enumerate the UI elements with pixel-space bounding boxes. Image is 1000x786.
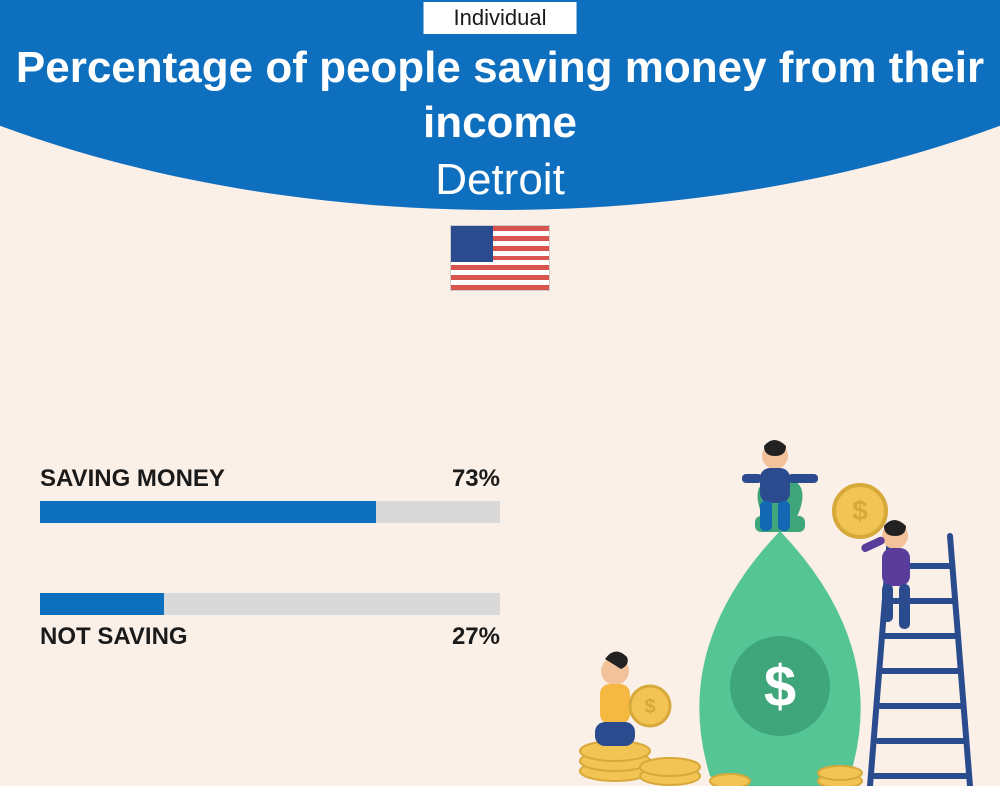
person-sitting-icon: $: [595, 651, 670, 746]
bar-track: [40, 593, 500, 615]
person-top-icon: [742, 440, 818, 531]
page-title: Percentage of people saving money from t…: [0, 40, 1000, 150]
svg-text:$: $: [764, 654, 796, 719]
bar-label: SAVING MONEY: [40, 465, 225, 493]
category-badge: Individual: [424, 2, 577, 34]
savings-illustration: $ $ $: [560, 426, 990, 786]
bar-chart: SAVING MONEY 73% NOT SAVING 27%: [40, 465, 500, 721]
bar-row-not-saving: NOT SAVING 27%: [40, 593, 500, 651]
bar-value: 27%: [452, 623, 500, 651]
bar-fill: [40, 501, 376, 523]
bar-fill: [40, 593, 164, 615]
person-ladder-icon: $: [834, 485, 910, 629]
bar-row-saving: SAVING MONEY 73%: [40, 465, 500, 523]
bar-label: NOT SAVING: [40, 623, 188, 651]
svg-text:$: $: [852, 495, 868, 526]
coin-stack-icon: [580, 741, 700, 785]
location-subtitle: Detroit: [0, 155, 1000, 205]
bar-value: 73%: [452, 465, 500, 493]
us-flag-icon: [450, 225, 550, 291]
bar-track: [40, 501, 500, 523]
svg-text:$: $: [644, 696, 655, 718]
